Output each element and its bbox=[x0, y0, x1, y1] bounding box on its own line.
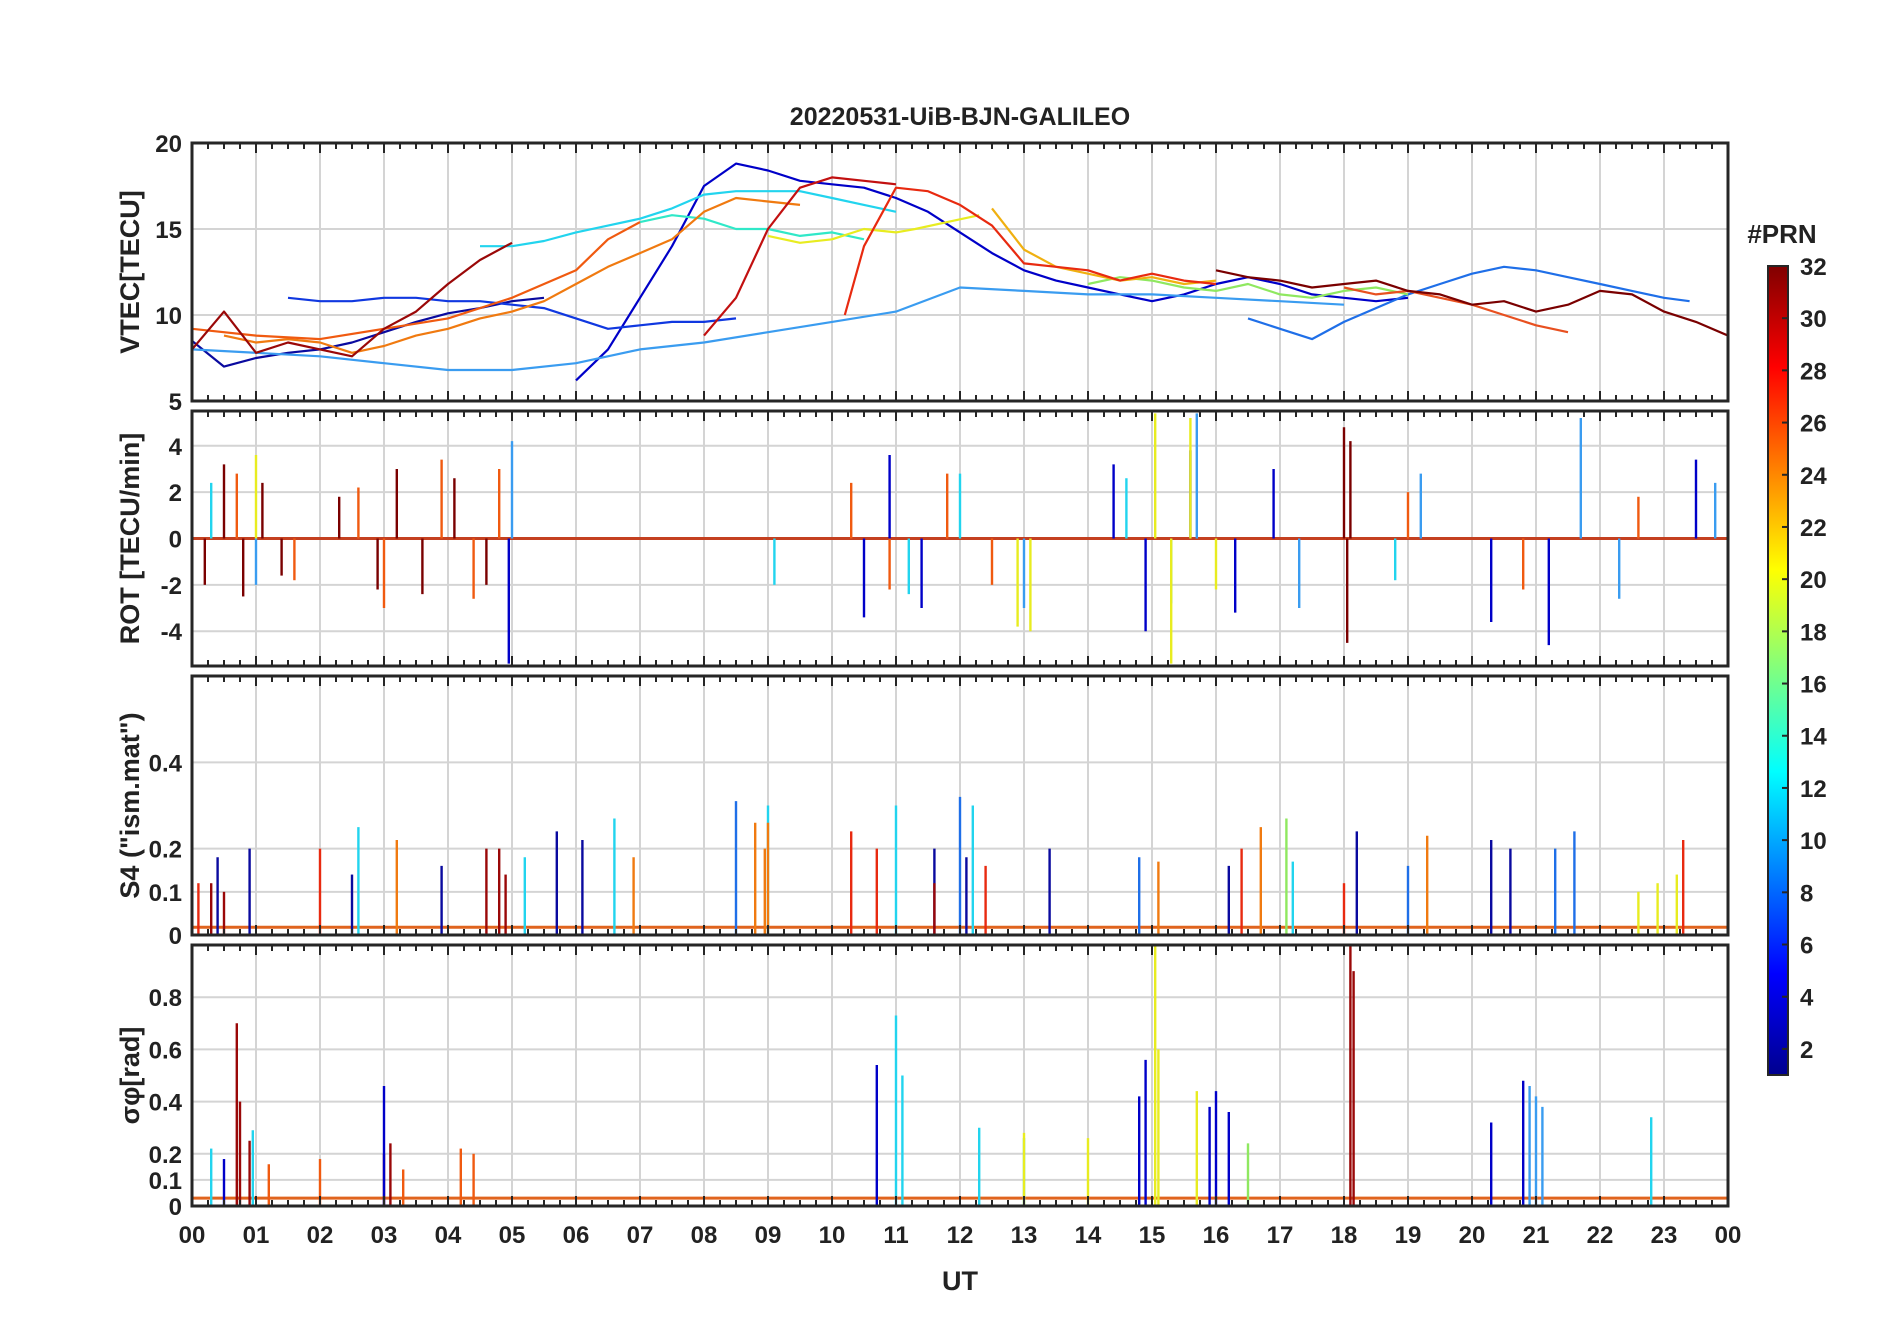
x-tick-label: 13 bbox=[1011, 1222, 1038, 1249]
y-tick-label: -2 bbox=[161, 573, 182, 600]
y-tick-label: 0 bbox=[169, 923, 182, 950]
colorbar-tick-label: 20 bbox=[1800, 567, 1827, 594]
y-tick-label: 5 bbox=[169, 389, 182, 416]
vtec-series-prn-9 bbox=[192, 286, 1345, 372]
y-axis-label: σφ[rad] bbox=[115, 1027, 145, 1125]
y-tick-label: 0.2 bbox=[149, 837, 182, 864]
x-tick-label: 12 bbox=[947, 1222, 974, 1249]
colorbar-gradient bbox=[1767, 265, 1789, 1076]
panel-rot: -4 -2 0 2 4 ROT [TECU/min] bbox=[115, 409, 1730, 668]
x-tick-label: 02 bbox=[307, 1222, 334, 1249]
colorbar-tick-label: 14 bbox=[1800, 724, 1827, 751]
colorbar-tick-label: 26 bbox=[1800, 411, 1827, 438]
y-axis-label: S4 ("ism.mat") bbox=[115, 712, 145, 898]
x-tick-label: 01 bbox=[243, 1222, 270, 1249]
vtec-series-prn-3 bbox=[575, 162, 1409, 382]
vtec-series-prn-25 bbox=[192, 221, 641, 341]
y-tick-label: 0.4 bbox=[149, 1090, 183, 1117]
vtec-series-prn-28 bbox=[843, 186, 1217, 316]
colorbar-tick-label: 24 bbox=[1800, 463, 1827, 490]
x-tick-label: 00 bbox=[1715, 1222, 1742, 1249]
vtec-series-prn-32 bbox=[1215, 269, 1728, 337]
y-tick-label: 4 bbox=[169, 434, 183, 461]
vtec-series-prn-22 bbox=[991, 207, 1217, 286]
x-tick-label: 22 bbox=[1587, 1222, 1614, 1249]
x-tick-label: 23 bbox=[1651, 1222, 1678, 1249]
colorbar-tick-label: 6 bbox=[1800, 933, 1813, 960]
x-tick-label: 11 bbox=[883, 1222, 908, 1249]
y-tick-label: 0.6 bbox=[149, 1037, 182, 1064]
x-tick-label: 10 bbox=[819, 1222, 846, 1249]
colorbar-tick-label: 32 bbox=[1800, 254, 1827, 281]
x-tick-label: 17 bbox=[1267, 1222, 1294, 1249]
colorbar-tick-label: 16 bbox=[1800, 672, 1827, 699]
y-tick-label: 15 bbox=[155, 217, 182, 244]
y-tick-label: 0.2 bbox=[149, 1142, 182, 1169]
x-axis-label: UT bbox=[942, 1266, 978, 1296]
vtec-series-prn-12 bbox=[480, 190, 897, 248]
panel-data bbox=[192, 413, 1728, 664]
colorbar-tick-label: 22 bbox=[1800, 515, 1827, 542]
vtec-series-prn-31 bbox=[192, 241, 513, 358]
y-axis-label: VTEC[TECU] bbox=[115, 190, 145, 354]
y-tick-label: 0.1 bbox=[149, 1168, 182, 1195]
x-tick-label: 16 bbox=[1203, 1222, 1230, 1249]
y-tick-label: 0.4 bbox=[149, 750, 183, 777]
panel-vtec: 5 10 15 20 VTEC[TECU] bbox=[115, 131, 1730, 416]
x-tick-label: 03 bbox=[371, 1222, 398, 1249]
vtec-series-prn-20 bbox=[767, 214, 980, 244]
x-tick-label: 06 bbox=[563, 1222, 590, 1249]
x-tick-label: 21 bbox=[1523, 1222, 1550, 1249]
vtec-series-prn-14 bbox=[639, 214, 865, 241]
y-tick-label: 0 bbox=[169, 527, 182, 554]
colorbar-tick-label: 12 bbox=[1800, 776, 1827, 803]
x-tick-label: 05 bbox=[499, 1222, 526, 1249]
x-tick-label: 19 bbox=[1395, 1222, 1422, 1249]
y-tick-label: 10 bbox=[155, 303, 182, 330]
x-tick-label: 15 bbox=[1139, 1222, 1166, 1249]
y-tick-label: 2 bbox=[169, 480, 182, 507]
x-tick-label: 14 bbox=[1075, 1222, 1102, 1249]
vtec-series-prn-30 bbox=[703, 176, 897, 337]
x-tick-label: 07 bbox=[627, 1222, 654, 1249]
x-tick-label: 20 bbox=[1459, 1222, 1486, 1249]
colorbar-tick-label: 28 bbox=[1800, 358, 1827, 385]
colorbar-tick-label: 30 bbox=[1800, 306, 1827, 333]
y-tick-label: 0.8 bbox=[149, 985, 182, 1012]
vtec-series-prn-24 bbox=[223, 196, 801, 354]
x-tick-label: 08 bbox=[691, 1222, 718, 1249]
vtec-series-prn-7 bbox=[1247, 265, 1690, 341]
colorbar-tick-label: 2 bbox=[1800, 1037, 1813, 1064]
x-axis: 00 01 02 03 04 05 06 07 08 09 10 11 12 13 14 15 16 17 18 19… bbox=[179, 1222, 1742, 1249]
y-tick-label: 20 bbox=[155, 131, 182, 158]
x-tick-label: 09 bbox=[755, 1222, 782, 1249]
x-tick-label: 18 bbox=[1331, 1222, 1358, 1249]
x-tick-label: 00 bbox=[179, 1222, 206, 1249]
chart-title: 20220531-UiB-BJN-GALILEO bbox=[790, 103, 1130, 131]
panel-data bbox=[192, 162, 1728, 382]
y-tick-label: -4 bbox=[161, 619, 183, 646]
panel-s4: 0 0.1 0.2 0.4S4 ("ism.mat") bbox=[115, 674, 1730, 950]
colorbar-tick-label: 4 bbox=[1800, 985, 1814, 1012]
colorbar-tick-label: 10 bbox=[1800, 828, 1827, 855]
y-tick-label: 0 bbox=[169, 1194, 182, 1221]
vtec-series-prn-26 bbox=[1343, 286, 1569, 334]
y-tick-label: 0.1 bbox=[149, 880, 182, 907]
panel-sigma_phi: 00.10.2 0.4 0.6 0.8σφ[rad] bbox=[115, 943, 1730, 1221]
colorbar-title: #PRN bbox=[1747, 219, 1816, 249]
colorbar-tick-label: 18 bbox=[1800, 619, 1827, 646]
x-tick-label: 04 bbox=[435, 1222, 462, 1249]
colorbar-tick-label: 8 bbox=[1800, 880, 1813, 907]
y-axis-label: ROT [TECU/min] bbox=[115, 433, 145, 644]
vtec-series-prn-5 bbox=[287, 296, 737, 330]
